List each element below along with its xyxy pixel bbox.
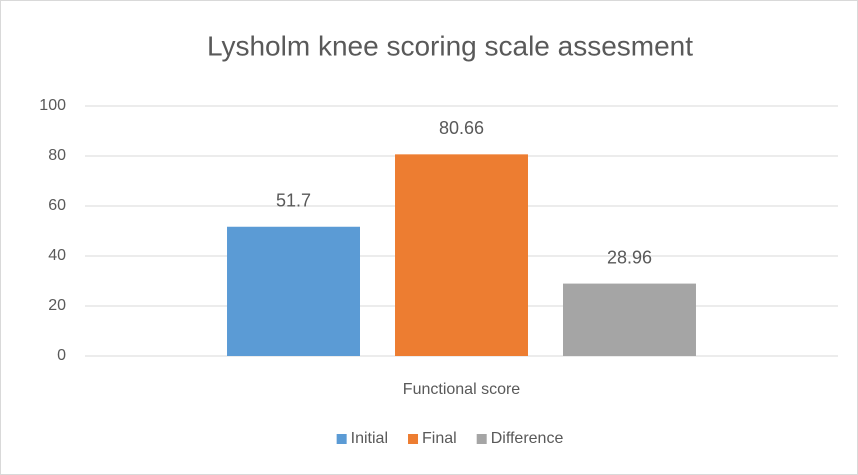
- legend-label: Final: [422, 430, 457, 447]
- x-tick-label: Functional score: [403, 381, 520, 398]
- bar: [563, 283, 696, 356]
- y-tick-label: 80: [48, 147, 66, 164]
- data-label: 28.96: [607, 247, 652, 267]
- legend-swatch: [408, 434, 419, 444]
- y-tick-label: 100: [39, 97, 66, 114]
- data-label: 51.7: [276, 191, 311, 211]
- data-label: 80.66: [439, 118, 484, 138]
- y-tick-label: 20: [48, 297, 66, 314]
- y-tick-label: 40: [48, 247, 66, 264]
- bar: [395, 154, 528, 356]
- chart-title: Lysholm knee scoring scale assesment: [207, 30, 693, 61]
- bar: [227, 226, 360, 356]
- legend-label: Difference: [491, 430, 564, 447]
- y-tick-label: 60: [48, 197, 66, 214]
- legend-label: Initial: [351, 430, 388, 447]
- legend-swatch: [336, 434, 347, 444]
- legend-swatch: [476, 434, 487, 444]
- y-tick-label: 0: [57, 347, 66, 364]
